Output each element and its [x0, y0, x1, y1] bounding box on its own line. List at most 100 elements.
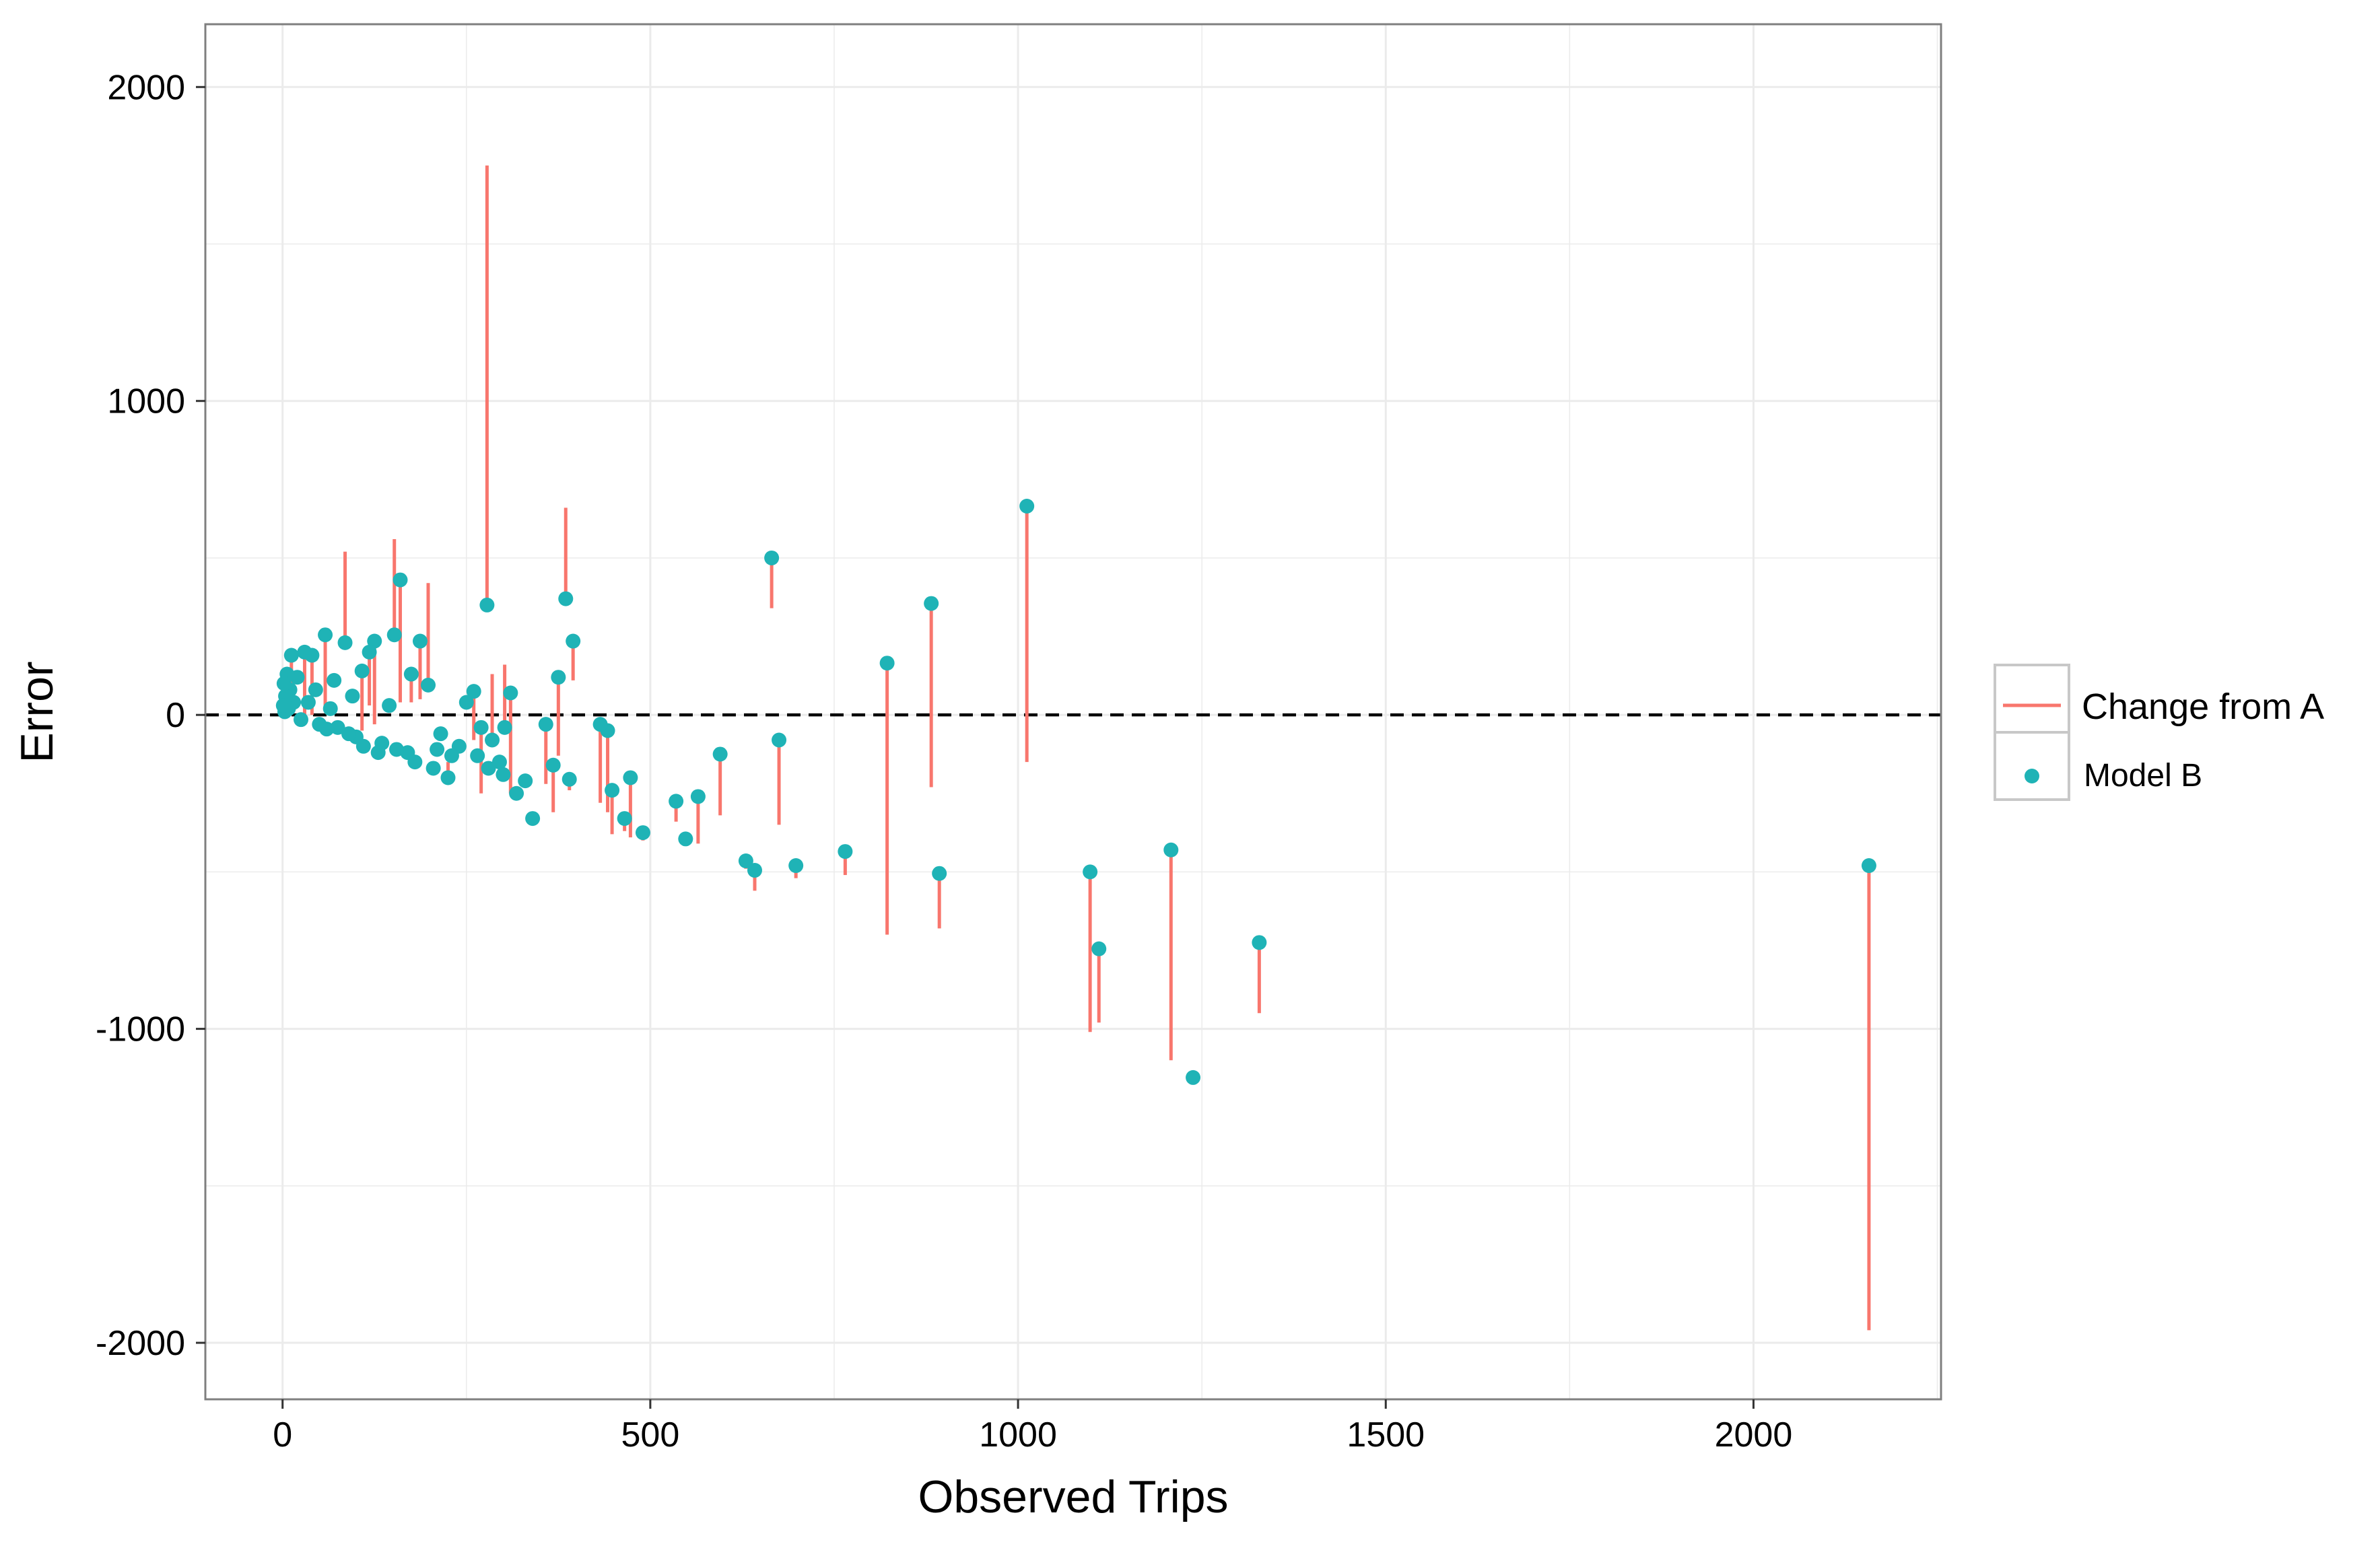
- model-b-point: [690, 789, 706, 804]
- model-b-point: [319, 722, 335, 737]
- model-b-point: [389, 742, 405, 757]
- panel-background: [205, 24, 1941, 1399]
- model-b-point: [458, 695, 474, 710]
- y-tick-label: -1000: [96, 1010, 185, 1049]
- x-tick-label: 1500: [1347, 1415, 1425, 1455]
- model-b-point: [747, 863, 763, 878]
- model-b-point: [496, 767, 511, 782]
- model-b-point: [393, 572, 408, 588]
- model-b-point: [370, 745, 386, 761]
- model-b-point: [635, 825, 650, 841]
- model-b-point: [485, 732, 500, 748]
- x-axis: 0 500 1000 1500 2000: [273, 1399, 1792, 1455]
- legend-point-swatch: [2025, 769, 2039, 783]
- model-b-point: [788, 858, 804, 874]
- model-b-point: [932, 866, 947, 881]
- model-b-point: [470, 748, 485, 763]
- model-b-point: [592, 717, 608, 732]
- y-tick-label: 1000: [107, 382, 185, 421]
- model-b-point: [1083, 864, 1098, 880]
- model-b-point: [327, 672, 342, 688]
- model-b-point: [440, 770, 456, 785]
- model-b-point: [1091, 941, 1107, 956]
- model-b-point: [605, 783, 620, 798]
- model-b-point: [538, 717, 553, 732]
- model-b-point: [509, 785, 524, 801]
- plot-panel: [204, 23, 1942, 1401]
- model-b-point: [617, 811, 632, 827]
- model-b-point: [407, 755, 423, 770]
- y-axis: -2000 -1000 0 1000 2000: [96, 68, 205, 1363]
- model-b-point: [466, 684, 481, 699]
- model-b-point: [497, 720, 512, 735]
- model-b-point: [354, 663, 370, 678]
- model-b-point: [1163, 842, 1179, 857]
- model-b-point: [712, 746, 728, 762]
- model-b-point: [386, 627, 402, 643]
- model-b-point: [330, 720, 345, 735]
- model-b-point: [924, 596, 939, 611]
- model-b-point: [355, 738, 371, 754]
- model-b-point: [420, 677, 436, 693]
- model-b-point: [426, 761, 441, 776]
- model-b-point: [1861, 858, 1876, 874]
- legend-key-line-box: [1994, 664, 2070, 734]
- model-b-point: [518, 773, 533, 789]
- x-axis-title: Observed Trips: [918, 1471, 1228, 1522]
- model-b-point: [525, 811, 541, 827]
- model-b-point: [308, 682, 323, 697]
- model-b-point: [322, 701, 338, 716]
- panel-border: [204, 23, 1942, 1401]
- model-b-point: [503, 685, 518, 701]
- model-b-point: [772, 732, 787, 748]
- model-b-point: [1186, 1070, 1201, 1085]
- model-b-point: [276, 676, 292, 691]
- model-b-point: [283, 647, 299, 663]
- model-b-point: [879, 656, 895, 671]
- model-b-point: [433, 726, 448, 742]
- model-b-points: [275, 498, 1876, 1085]
- x-tick-label: 0: [273, 1415, 292, 1455]
- model-b-point: [558, 591, 574, 606]
- model-b-point: [275, 698, 291, 713]
- minor-gridlines: [205, 24, 1941, 1399]
- model-b-point: [566, 633, 581, 649]
- y-tick-label: 0: [166, 696, 185, 735]
- legend: Change from A Model B: [1994, 664, 2324, 801]
- model-b-point: [562, 771, 577, 787]
- y-tick-label: -2000: [96, 1324, 185, 1363]
- model-b-point: [1019, 498, 1035, 514]
- model-b-point: [678, 831, 693, 847]
- model-b-point: [473, 720, 489, 735]
- model-b-point: [318, 627, 333, 643]
- model-b-point: [444, 748, 459, 763]
- model-b-point: [545, 757, 561, 773]
- model-b-point: [481, 761, 496, 776]
- model-b-point: [403, 666, 419, 682]
- model-b-point: [738, 853, 753, 869]
- model-b-point: [764, 550, 780, 565]
- legend-label-model-b: Model B: [2084, 758, 2202, 794]
- x-tick-label: 500: [621, 1415, 680, 1455]
- x-tick-label: 2000: [1715, 1415, 1793, 1455]
- model-b-point: [479, 597, 495, 612]
- model-b-point: [341, 726, 357, 742]
- model-b-point: [382, 698, 397, 713]
- model-b-point: [412, 633, 428, 649]
- legend-key-point-box: [1994, 731, 2070, 801]
- model-b-point: [838, 844, 853, 860]
- model-b-point: [362, 644, 377, 660]
- model-b-point: [623, 770, 638, 785]
- model-b-point: [300, 695, 316, 710]
- y-axis-title: Error: [11, 661, 63, 763]
- model-b-point: [551, 670, 566, 685]
- model-b-point: [297, 644, 312, 660]
- y-tick-label: 2000: [107, 68, 185, 107]
- legend-label-change-from-a: Change from A: [2082, 687, 2324, 727]
- model-b-point: [491, 755, 507, 770]
- model-b-point: [430, 742, 445, 757]
- model-b-point: [669, 794, 684, 809]
- model-b-point: [337, 635, 353, 650]
- model-b-point: [367, 633, 382, 649]
